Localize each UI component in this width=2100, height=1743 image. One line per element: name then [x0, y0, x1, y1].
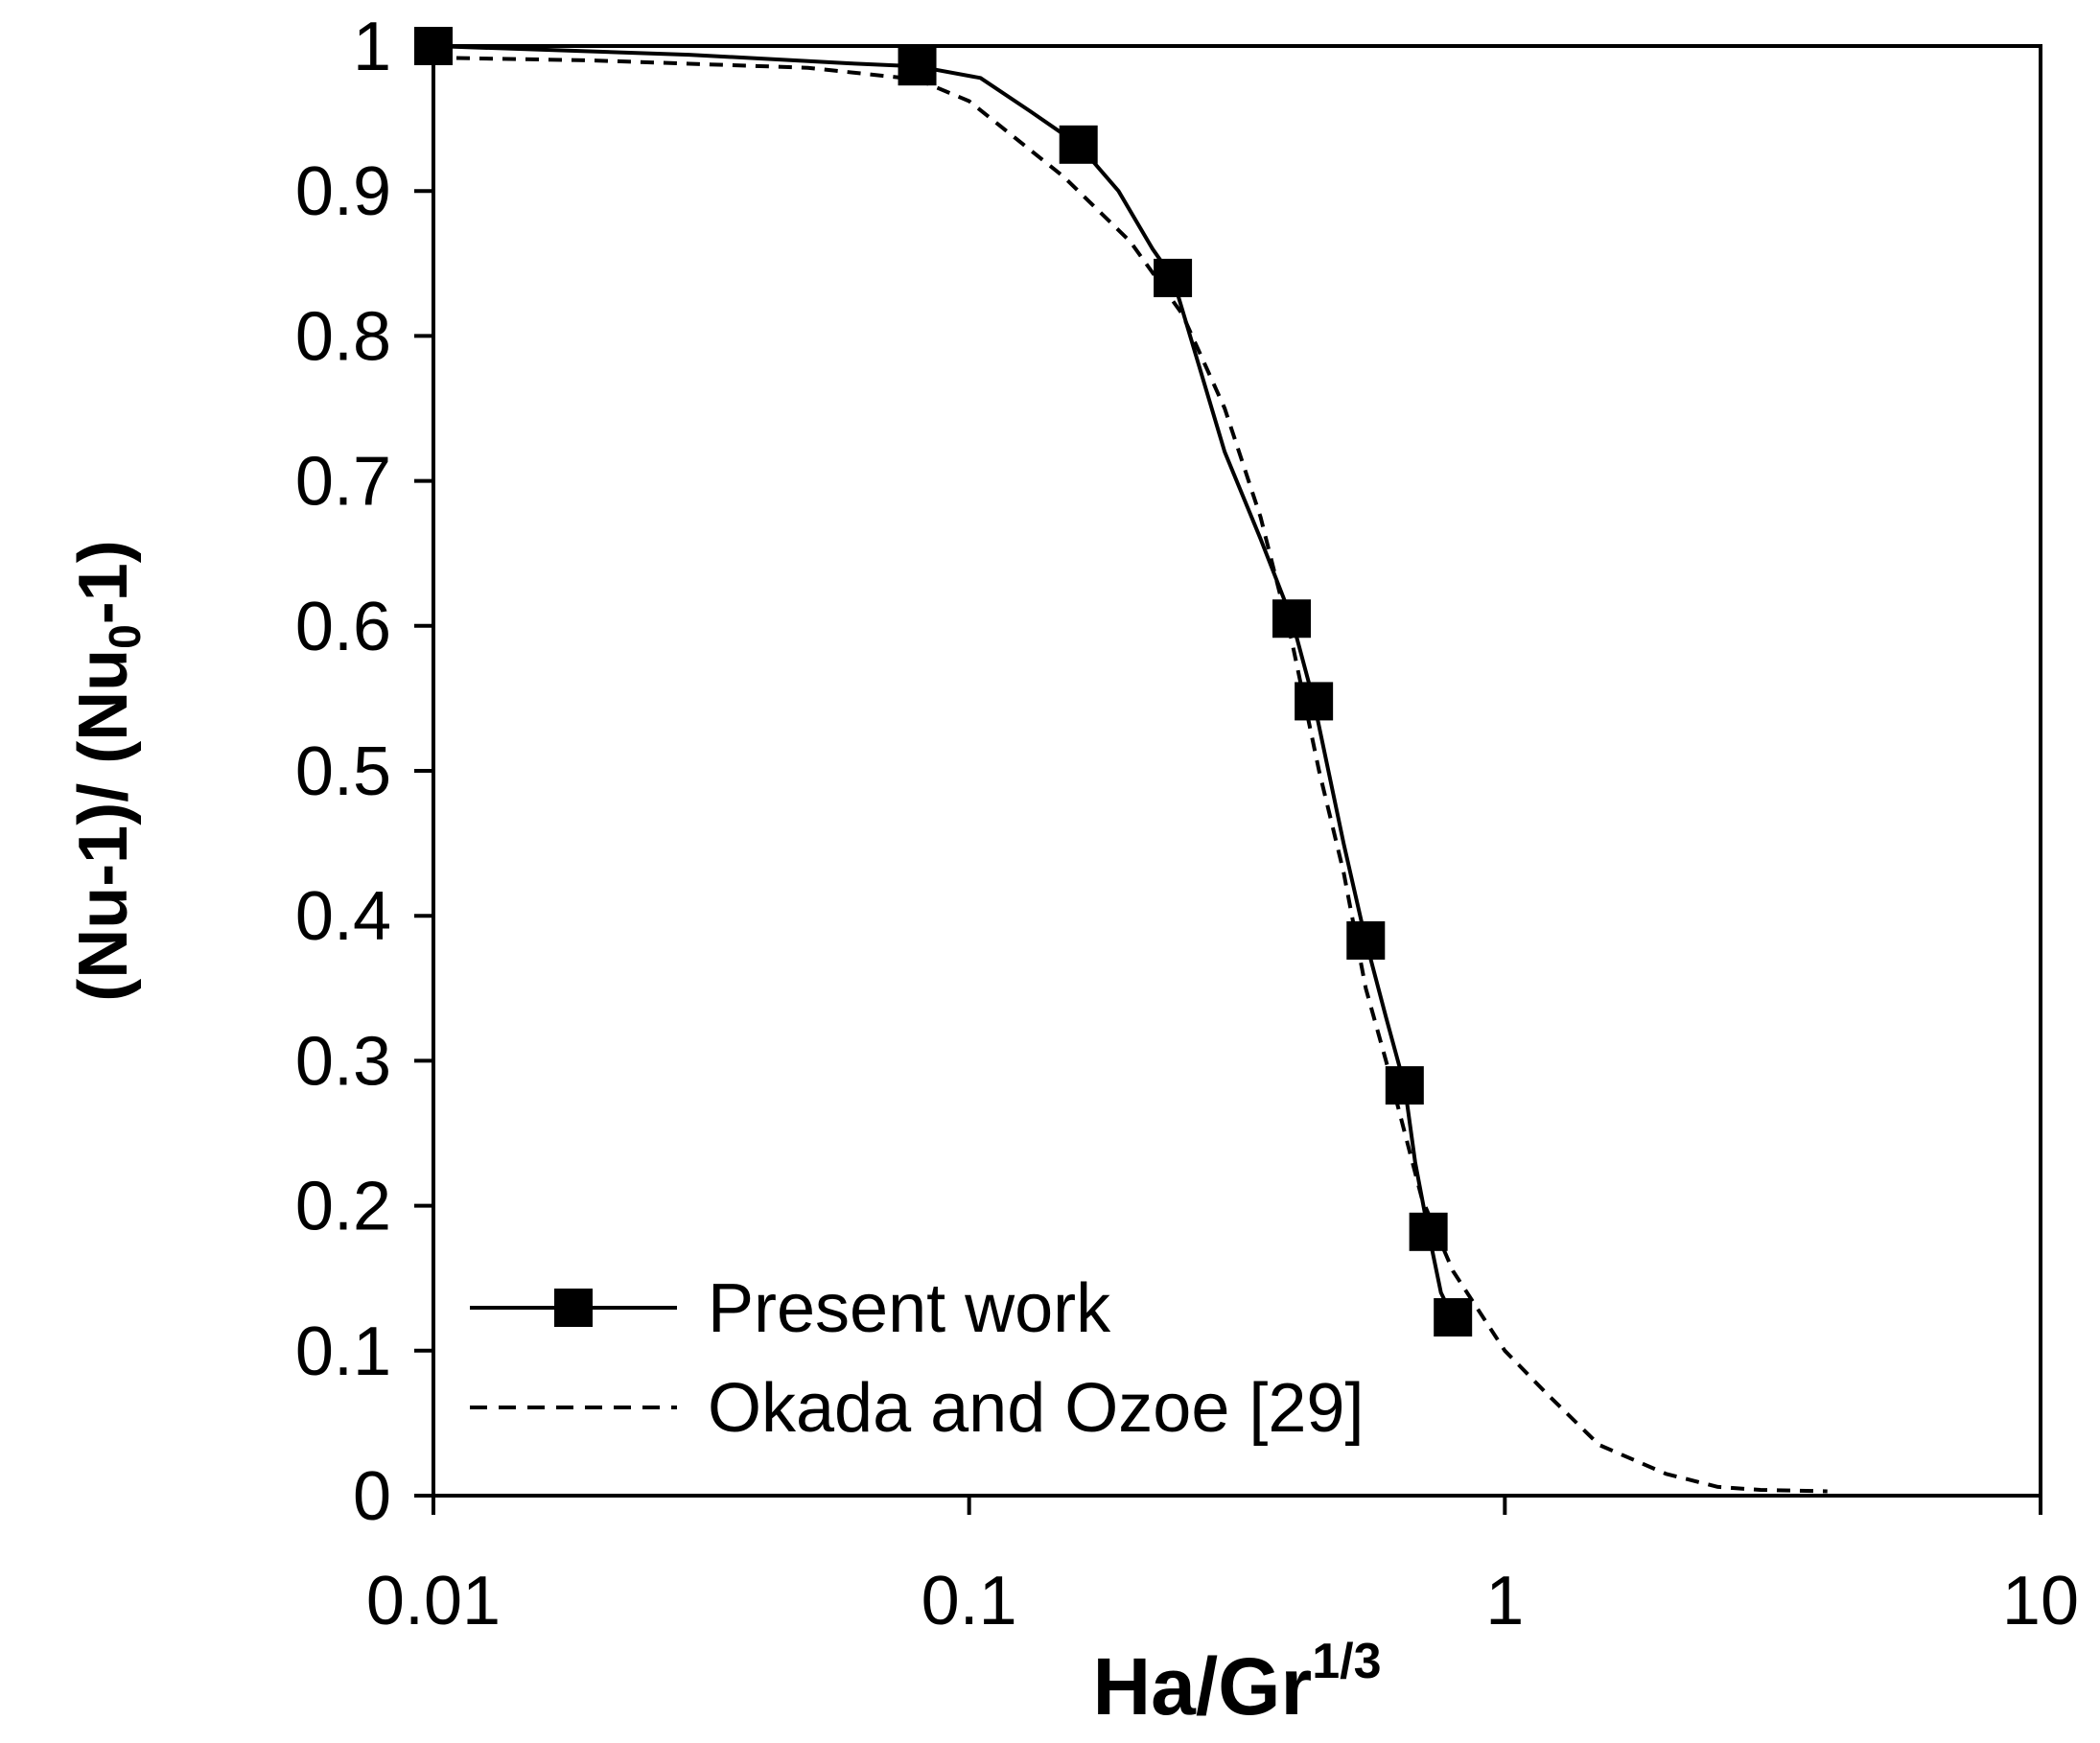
y-tick-label: 0.8: [295, 298, 391, 375]
legend-label-okada-ozoe: Okada and Ozoe [29]: [708, 1370, 1364, 1447]
y-axis-title-part1: (Nu-1)/ (Nu: [65, 649, 142, 1002]
data-point-marker: [1272, 599, 1312, 639]
y-tick-label: 0.7: [295, 444, 391, 521]
y-tick-label: 0.6: [295, 589, 391, 665]
legend-marker-present-work: [554, 1289, 593, 1327]
y-axis-title-sub: 0: [100, 624, 150, 649]
x-tick-label: 1: [1485, 1563, 1524, 1639]
series-layer: [414, 27, 1828, 1494]
x-tick-label: 0.1: [922, 1563, 1017, 1639]
y-tick-label: 0.5: [295, 733, 391, 810]
x-axis-title-sup: 1/3: [1312, 1634, 1381, 1689]
x-tick-label: 10: [2002, 1563, 2079, 1639]
data-point-marker: [1409, 1212, 1448, 1251]
data-point-marker: [1295, 682, 1334, 721]
x-axis-title: Ha/Gr1/3: [1092, 1634, 1381, 1731]
x-tick-label: 0.01: [366, 1563, 501, 1639]
data-point-marker: [1434, 1298, 1473, 1337]
y-tick-label: 0.4: [295, 878, 391, 955]
y-tick-label: 0.2: [295, 1169, 391, 1245]
series-line-present-work: [432, 44, 1455, 1318]
series-line-okada-ozoe: [432, 56, 1828, 1494]
data-point-marker: [1059, 125, 1098, 164]
plot-frame: [432, 44, 2042, 1498]
y-tick-label: 0.3: [295, 1023, 391, 1100]
x-axis-title-main: Ha/Gr: [1092, 1641, 1312, 1731]
legend-label-present-work: Present work: [708, 1270, 1111, 1347]
data-point-marker: [1154, 258, 1193, 297]
legend: Present work Okada and Ozoe [29]: [470, 1270, 1364, 1447]
y-axis-title: (Nu-1)/ (Nu0-1): [65, 540, 150, 1002]
y-axis-title-part2: -1): [65, 540, 142, 624]
y-tick-label: 1: [353, 9, 391, 85]
y-tick-label: 0.9: [295, 153, 391, 230]
y-tick-label: 0: [353, 1458, 391, 1535]
axis-ticks: 0 0.1 0.2 0.3 0.4 0.5 0.6 0.7 0.8 0.9 1 0.01 0.1 1 10: [295, 9, 2079, 1639]
y-tick-label: 0.1: [295, 1313, 391, 1390]
